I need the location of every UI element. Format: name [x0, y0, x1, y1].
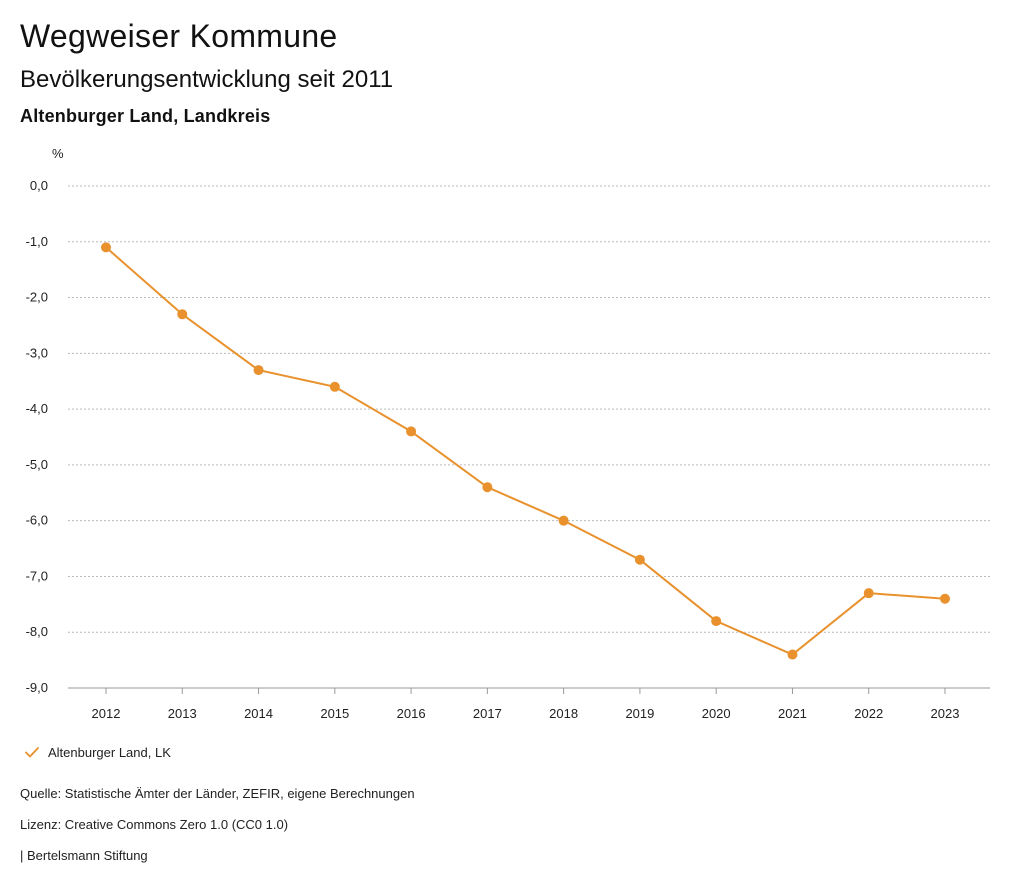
legend[interactable]: Altenburger Land, LK [24, 744, 171, 760]
source-note: Quelle: Statistische Ämter der Länder, Z… [20, 786, 415, 801]
data-point [711, 616, 722, 627]
data-point [558, 515, 569, 526]
x-tick-label: 2020 [702, 706, 731, 721]
data-point [940, 593, 950, 604]
brand-note: | Bertelsmann Stiftung [20, 848, 148, 863]
x-tick-label: 2015 [320, 706, 349, 721]
y-tick-label: -2,0 [26, 290, 48, 305]
y-tick-label: -8,0 [26, 624, 48, 639]
checkmark-icon [25, 747, 39, 758]
line-chart: % 0,0 -1,0 -2,0 -3,0 -4,0 -5,0 -6,0 -7,0 -8,0 -9,0… [26, 146, 990, 721]
axes: % 0,0 -1,0 -2,0 -3,0 -4,0 -5,0 -6,0 -7,0 -8,0 -9,0… [26, 146, 990, 721]
legend-label: Altenburger Land, LK [48, 744, 171, 760]
x-tick-label: 2013 [168, 706, 197, 721]
x-tick-label: 2021 [778, 706, 807, 721]
data-point [253, 365, 264, 376]
grid-lines [68, 185, 990, 689]
y-tick-label: 0,0 [30, 178, 48, 193]
data-point [634, 554, 645, 565]
x-tick-label: 2018 [549, 706, 578, 721]
data-point [177, 309, 188, 320]
data-point [329, 381, 340, 392]
chart-subtitle: Bevölkerungsentwicklung seit 2011 [20, 66, 394, 93]
x-tick-label: 2017 [473, 706, 502, 721]
x-tick-label: 2023 [931, 706, 960, 721]
license-note: Lizenz: Creative Commons Zero 1.0 (CC0 1… [20, 817, 289, 832]
y-tick-label: -4,0 [26, 401, 48, 416]
series-layer [101, 242, 950, 660]
x-tick-label: 2014 [244, 706, 273, 721]
x-tick-label: 2019 [625, 706, 654, 721]
data-point [101, 242, 111, 253]
region-name: Altenburger Land, Landkreis [20, 106, 271, 126]
y-tick-label: -9,0 [26, 680, 48, 695]
data-point [787, 649, 798, 660]
y-tick-label: -1,0 [26, 234, 48, 249]
y-axis-unit-label: % [52, 146, 64, 161]
data-point [482, 482, 493, 493]
x-tick-label: 2016 [397, 706, 426, 721]
x-tick-label: 2022 [854, 706, 883, 721]
y-tick-label: -3,0 [26, 345, 48, 360]
data-point [863, 588, 874, 599]
series-line [105, 246, 946, 656]
x-tick-label: 2012 [92, 706, 121, 721]
page-title: Wegweiser Kommune [20, 18, 338, 54]
y-tick-label: -5,0 [26, 457, 48, 472]
y-tick-label: -6,0 [26, 513, 48, 528]
y-tick-label: -7,0 [26, 568, 48, 583]
data-point [406, 426, 417, 437]
